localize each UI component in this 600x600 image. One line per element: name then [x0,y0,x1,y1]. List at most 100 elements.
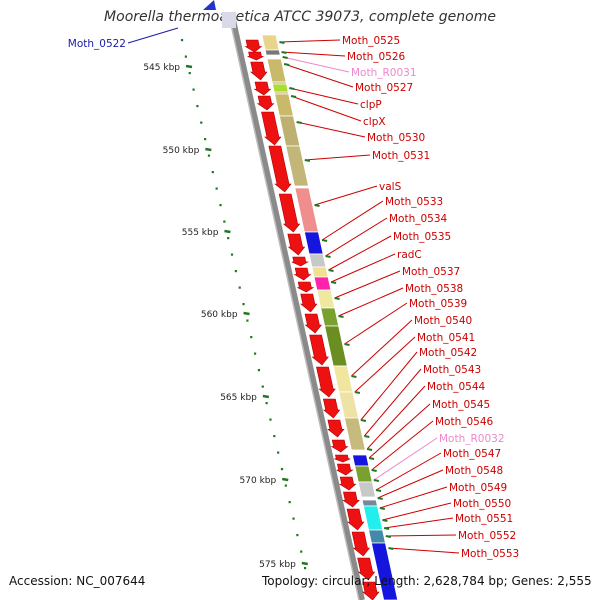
gene-label: valS [379,181,402,193]
ruler-dot [269,418,272,421]
gene-tick [388,547,394,550]
label-leader-line [296,121,366,138]
gene-tick [371,469,377,472]
label-leader-line [344,302,408,345]
ruler-major-tick [185,64,193,69]
ruler-dot [215,187,218,190]
ruler-label: 545 kbp [143,63,180,73]
gene-label: Moth_R0031 [351,67,417,79]
gene-category-box [311,266,329,278]
ruler-label: 570 kbp [240,476,277,486]
gene-category-box [354,465,373,483]
gene-tick [354,391,361,394]
ruler-dot [303,567,307,570]
top-feature-grey [222,12,236,28]
ruler-major-tick [262,394,270,399]
ruler-dot [188,72,191,75]
gene-arrow [351,531,371,557]
gene-category-box [332,365,354,393]
ruler-major-tick [243,311,250,316]
ruler-label: 550 kbp [163,146,200,156]
genes [244,34,399,600]
map-title: Moorella thermoacetica ATCC 39073, compl… [104,9,496,25]
gene-label: clpP [360,99,382,111]
ruler-major-tick [224,229,231,234]
gene-label: Moth_0526 [347,51,406,63]
gene-label: Moth_0541 [417,332,475,344]
gene-arrow [253,81,272,96]
gene-arrow [336,463,354,476]
ruler-dot [253,352,257,355]
ruler-major-tick [205,147,212,152]
ruler-dot [280,468,284,471]
gene-tick [334,297,340,300]
label-leader-line [325,217,388,257]
gene-label: Moth_0548 [445,465,503,477]
ruler-dot [196,105,199,108]
gene-arrow [291,256,309,267]
label-leader-line [304,154,371,161]
label-leader-line [279,39,341,43]
label-leader-line [281,51,346,57]
gene-label: Moth_0543 [423,364,481,376]
label-leader-line [290,95,362,122]
gene-category-box [361,499,378,507]
gene-label: Moth_0537 [402,266,460,278]
gene-label: Moth_0551 [455,513,513,525]
ruler-dot [284,484,287,487]
ruler-dot [288,501,291,504]
gene-label: Moth_0547 [443,448,501,460]
ruler-dot [192,88,195,91]
gene-category-box [357,481,376,498]
gene-arrow [327,419,345,438]
gene-tick [338,315,344,318]
gene-arrow [330,439,349,453]
gene-label: Moth_0540 [414,315,472,327]
ruler-major-tick [282,477,289,482]
gene-arrow [297,281,315,293]
gene-arrow [250,61,268,81]
ruler-dot [180,39,184,42]
gene-label: Moth_0539 [409,298,467,310]
gene-category-box [343,417,366,451]
ruler-dot [257,369,261,372]
gene-label: Moth_0552 [458,530,516,542]
gene-tick [282,56,288,59]
label-leader-line [373,437,438,481]
ruler-dot [211,171,214,174]
gene-label: clpX [363,116,386,128]
gene-tick [304,159,311,162]
label-leader-line [385,534,457,537]
gene-label: Moth_0544 [427,381,486,393]
label-leader-line [375,452,442,491]
gene-tick [325,255,331,258]
label-leader-line [282,56,350,73]
gene-label: Moth_0549 [449,482,507,494]
label-leader-line [368,403,431,459]
accession-text: Accession: NC_007644 [9,574,146,588]
gene-label-top: Moth_0522 [68,38,126,50]
label-leader-line [284,63,354,88]
gene-arrow [247,51,264,61]
gene-arrow [316,366,336,398]
label-leader-line [314,185,378,206]
gene-category-box [303,231,324,255]
top-feature-blue [203,0,216,10]
label-leader-line [366,385,426,450]
ruler-dot [292,517,295,520]
gene-label: Moth_0527 [355,82,413,94]
gene-tick [314,204,320,207]
ruler-dot [265,402,268,405]
label-leader-line [321,200,384,241]
label-leader-line [388,547,460,554]
label-leader-line [289,87,359,105]
gene-tick [379,507,386,510]
genome-backbone [230,19,365,600]
gene-tick [296,121,302,124]
ruler-dot [234,270,237,273]
label-leader-line [334,270,401,299]
gene-tick [373,479,380,482]
ruler-dot [238,286,241,289]
gene-category-box [351,454,370,467]
gene-category-box [264,49,281,56]
